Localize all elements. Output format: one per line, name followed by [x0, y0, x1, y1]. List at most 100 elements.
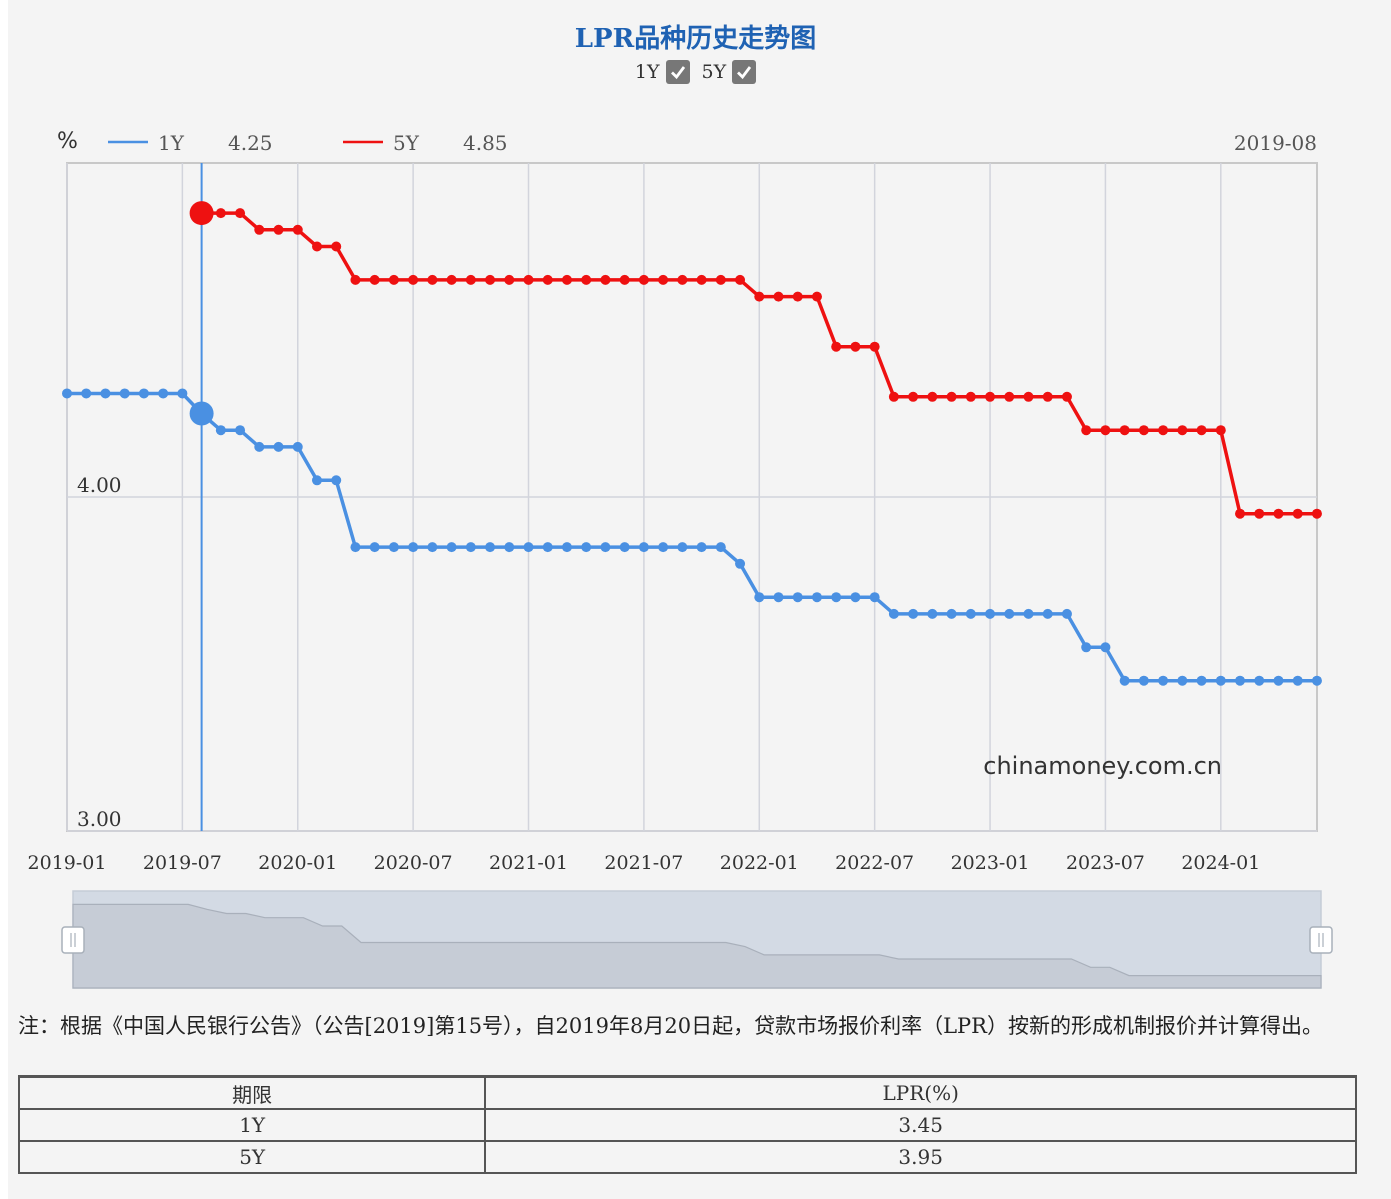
data-point-1y[interactable]: [62, 388, 72, 399]
data-point-1y[interactable]: [273, 441, 284, 452]
data-point-1y[interactable]: [138, 388, 149, 399]
checkbox-checked-icon[interactable]: [732, 60, 757, 84]
data-point-5y[interactable]: [831, 341, 842, 352]
data-point-5y[interactable]: [350, 274, 361, 285]
data-point-5y[interactable]: [715, 274, 726, 285]
data-point-5y[interactable]: [1061, 391, 1072, 402]
data-point-5y[interactable]: [850, 341, 861, 352]
data-point-1y[interactable]: [1138, 675, 1149, 686]
data-point-5y[interactable]: [254, 224, 265, 235]
data-point-1y[interactable]: [619, 542, 630, 553]
data-point-1y[interactable]: [985, 608, 996, 619]
data-point-1y[interactable]: [542, 542, 553, 553]
data-point-5y[interactable]: [619, 274, 630, 285]
data-point-1y[interactable]: [81, 388, 92, 399]
data-point-5y[interactable]: [888, 391, 899, 402]
data-point-5y[interactable]: [465, 274, 476, 285]
data-point-1y[interactable]: [831, 592, 842, 603]
data-point-1y[interactable]: [1081, 642, 1092, 653]
data-point-1y[interactable]: [927, 608, 938, 619]
data-point-1y[interactable]: [888, 608, 899, 619]
data-point-1y[interactable]: [600, 542, 611, 553]
data-point-5y[interactable]: [542, 274, 553, 285]
data-point-1y[interactable]: [119, 388, 130, 399]
range-handle-left[interactable]: [61, 926, 85, 954]
data-point-5y[interactable]: [965, 391, 976, 402]
data-point-1y[interactable]: [311, 475, 322, 486]
data-point-5y[interactable]: [292, 224, 303, 235]
data-point-1y[interactable]: [504, 542, 515, 553]
data-point-1y[interactable]: [485, 542, 496, 553]
data-point-5y[interactable]: [908, 391, 919, 402]
data-point-1y[interactable]: [696, 542, 707, 553]
data-point-1y[interactable]: [331, 475, 342, 486]
range-handle-right[interactable]: [1309, 926, 1333, 954]
data-point-5y[interactable]: [1235, 508, 1246, 519]
data-point-1y[interactable]: [754, 592, 765, 603]
data-point-5y[interactable]: [523, 274, 534, 285]
data-point-5y[interactable]: [1138, 425, 1149, 436]
data-point-1y[interactable]: [1023, 608, 1034, 619]
data-point-1y[interactable]: [1215, 675, 1226, 686]
data-point-1y[interactable]: [446, 542, 457, 553]
data-point-1y[interactable]: [715, 542, 726, 553]
data-point-1y[interactable]: [850, 592, 861, 603]
data-point-5y[interactable]: [427, 274, 438, 285]
data-point-5y[interactable]: [792, 291, 803, 302]
data-point-5y[interactable]: [754, 291, 765, 302]
data-point-1y[interactable]: [1196, 675, 1207, 686]
data-point-1y[interactable]: [465, 542, 476, 553]
data-point-1y[interactable]: [1042, 608, 1053, 619]
data-point-5y[interactable]: [408, 274, 419, 285]
data-point-1y[interactable]: [735, 558, 746, 569]
data-point-5y[interactable]: [561, 274, 572, 285]
data-point-5y[interactable]: [946, 391, 957, 402]
data-point-1y[interactable]: [369, 542, 380, 553]
data-point-1y[interactable]: [292, 441, 303, 452]
data-point-5y[interactable]: [1119, 425, 1130, 436]
data-point-1y[interactable]: [561, 542, 572, 553]
data-point-1y[interactable]: [408, 542, 419, 553]
data-point-1y[interactable]: [773, 592, 784, 603]
data-point-5y[interactable]: [235, 208, 246, 219]
data-point-1y[interactable]: [792, 592, 803, 603]
data-point-1y[interactable]: [1235, 675, 1246, 686]
data-point-1y[interactable]: [638, 542, 649, 553]
data-point-5y[interactable]: [1273, 508, 1284, 519]
data-point-5y[interactable]: [600, 274, 611, 285]
data-point-1y[interactable]: [1158, 675, 1169, 686]
data-point-5y[interactable]: [1254, 508, 1265, 519]
data-point-1y[interactable]: [1254, 675, 1265, 686]
toggle-5y[interactable]: 5Y: [702, 60, 757, 84]
data-point-5y[interactable]: [1177, 425, 1188, 436]
data-point-5y[interactable]: [1100, 425, 1111, 436]
data-point-5y[interactable]: [1311, 508, 1322, 519]
data-point-5y[interactable]: [1158, 425, 1169, 436]
data-point-5y[interactable]: [369, 274, 380, 285]
data-point-1y[interactable]: [811, 592, 822, 603]
data-point-5y[interactable]: [215, 208, 226, 219]
data-point-5y[interactable]: [735, 274, 746, 285]
data-point-5y[interactable]: [811, 291, 822, 302]
data-point-1y[interactable]: [254, 441, 265, 452]
data-point-1y[interactable]: [427, 542, 438, 553]
data-point-1y[interactable]: [1004, 608, 1015, 619]
data-point-1y[interactable]: [1273, 675, 1284, 686]
data-point-5y[interactable]: [696, 274, 707, 285]
data-point-1y[interactable]: [1311, 675, 1322, 686]
data-point-5y[interactable]: [1023, 391, 1034, 402]
lpr-line-chart[interactable]: 2019-01 2019-07 2020-01 2020-07 2021-01 2021-…: [0, 0, 1391, 1000]
data-point-5y[interactable]: [658, 274, 669, 285]
data-point-5y[interactable]: [485, 274, 496, 285]
data-point-1y[interactable]: [965, 608, 976, 619]
data-point-1y[interactable]: [869, 592, 880, 603]
data-point-5y[interactable]: [273, 224, 284, 235]
data-point-5y[interactable]: [388, 274, 399, 285]
data-point-5y[interactable]: [504, 274, 515, 285]
data-point-5y[interactable]: [1042, 391, 1053, 402]
data-point-5y[interactable]: [1081, 425, 1092, 436]
data-point-5y[interactable]: [331, 241, 342, 252]
data-point-1y[interactable]: [908, 608, 919, 619]
data-point-1y[interactable]: [581, 542, 592, 553]
data-point-1y[interactable]: [158, 388, 169, 399]
